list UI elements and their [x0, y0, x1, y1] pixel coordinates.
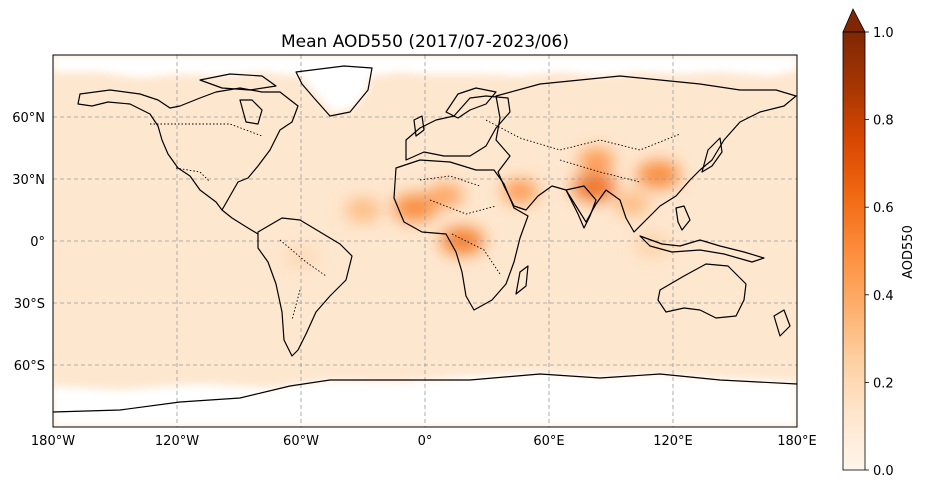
aod-hotspot: [345, 198, 381, 222]
aod-hotspot: [572, 173, 617, 202]
coastline-scandinavia: [445, 87, 497, 119]
lat-tick-label: 0°: [30, 235, 45, 250]
lon-tick-label: 60°E: [533, 434, 564, 449]
lat-tick-label: 60°N: [12, 111, 45, 126]
aod-hotspot: [636, 160, 681, 189]
aod-hotspot: [613, 191, 650, 216]
border-usa-mexico: [175, 167, 211, 183]
lat-tick-label: 60°S: [14, 359, 45, 374]
colorbar-tick-label: 0.2: [873, 376, 894, 391]
lon-tick-label: 60°W: [283, 434, 319, 449]
lon-tick-label: 120°E: [653, 434, 693, 449]
latitude-tick-labels: 60°N 30°N 0° 30°S 60°S: [12, 111, 45, 374]
longitude-tick-labels: 180°W 120°W 60°W 0° 60°E 120°E 180°E: [31, 434, 817, 449]
map-panel: [53, 55, 797, 427]
coastline-india: [565, 185, 597, 229]
gridlines: [53, 55, 797, 427]
aod-hotspot: [502, 179, 539, 204]
no-data-greenland: [300, 66, 372, 112]
coastline-central-america: [221, 209, 259, 235]
coastline-canadian-islands: [199, 73, 277, 91]
coastline-africa: [393, 159, 529, 311]
coastline-hudson-bay: [239, 99, 263, 125]
map-title: Mean AOD550 (2017/07-2023/06): [281, 32, 569, 52]
border-africa: [419, 175, 501, 275]
aod-hotspot: [578, 148, 615, 173]
lat-tick-label: 30°S: [14, 297, 45, 312]
coastline-greenland: [295, 65, 373, 117]
aod-hotspot: [392, 193, 437, 222]
coastline-philippines: [675, 205, 691, 231]
coastline-asia: [495, 75, 797, 233]
coastline-europe: [405, 95, 511, 161]
coastline-antarctica: [53, 373, 797, 413]
coastline-japan: [701, 137, 723, 173]
colorbar-tick-label: 0.8: [873, 114, 894, 129]
coastline-indonesia: [639, 235, 765, 263]
colorbar: 0.0 0.2 0.4 0.6 0.8 1.0 AOD550: [842, 8, 916, 479]
coastline-north-america: [77, 87, 299, 211]
border-usa-canada: [150, 123, 263, 137]
colorbar-extend-arrow: [842, 8, 866, 33]
coastline-madagascar: [515, 265, 529, 295]
coastline-south-america: [257, 217, 353, 357]
lon-tick-label: 120°W: [155, 434, 199, 449]
coastline-new-zealand: [773, 309, 791, 337]
aod-hotspots: [283, 148, 681, 270]
lon-tick-label: 180°W: [31, 434, 75, 449]
colorbar-ticks: 0.0 0.2 0.4 0.6 0.8 1.0: [865, 26, 894, 479]
colorbar-tick-label: 1.0: [873, 26, 894, 41]
coastlines: [53, 65, 797, 413]
colorbar-tick-label: 0.0: [873, 464, 894, 479]
colorbar-tick-label: 0.6: [873, 201, 894, 216]
colorbar-body: [842, 31, 866, 471]
coastline-uk: [413, 115, 425, 137]
lon-tick-label: 180°E: [777, 434, 817, 449]
aod-hotspot: [283, 245, 319, 270]
colorbar-tick-label: 0.4: [873, 289, 894, 304]
aod-hotspot: [634, 233, 671, 258]
aod-hotspot: [427, 183, 464, 208]
border-south-america: [279, 239, 327, 321]
coastline-australia: [657, 263, 747, 319]
border-eurasia: [485, 119, 681, 183]
no-data-arctic: [53, 55, 797, 78]
map-frame: [52, 54, 798, 428]
lat-tick-label: 30°N: [12, 173, 45, 188]
colorbar-label: AOD550: [901, 225, 916, 279]
country-borders: [150, 119, 681, 321]
lon-tick-label: 0°: [418, 434, 433, 449]
